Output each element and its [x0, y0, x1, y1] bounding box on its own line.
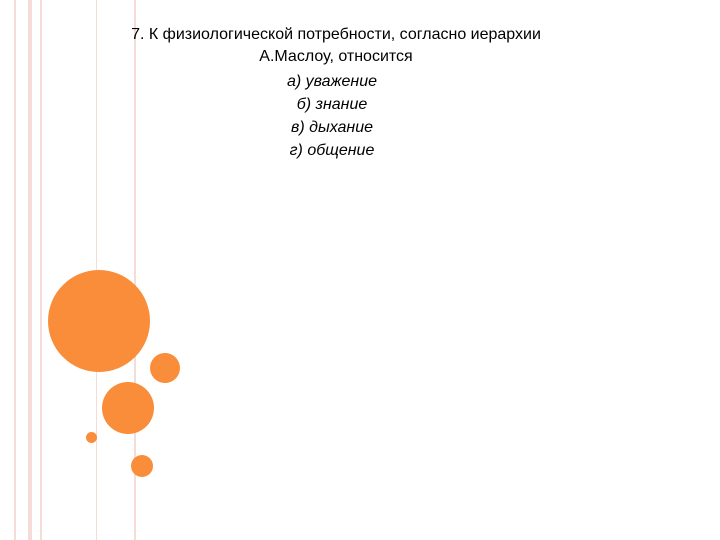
- decorative-circle-medium: [102, 382, 154, 434]
- answer-option-c: в) дыхание: [290, 119, 374, 136]
- answer-list: а) уважение б) знание в) дыхание г) обще…: [236, 70, 428, 162]
- decorative-stripe: [40, 0, 42, 540]
- decorative-stripe: [28, 0, 32, 540]
- decorative-stripe: [14, 0, 16, 540]
- question-text: 7. К физиологической потребности, соглас…: [96, 24, 576, 68]
- decorative-circle-small: [131, 455, 153, 477]
- question-line: 7. К физиологической потребности, соглас…: [131, 26, 541, 43]
- decorative-circle-tiny: [86, 432, 97, 443]
- decorative-stripe: [134, 0, 136, 540]
- answer-option-b: б) знание: [296, 96, 368, 113]
- answer-option-d: г) общение: [289, 142, 375, 159]
- decorative-circle-large: [48, 270, 150, 372]
- answer-option-a: а) уважение: [286, 73, 378, 90]
- decorative-circle-small: [150, 353, 180, 383]
- question-line: А.Маслоу, относится: [259, 48, 413, 65]
